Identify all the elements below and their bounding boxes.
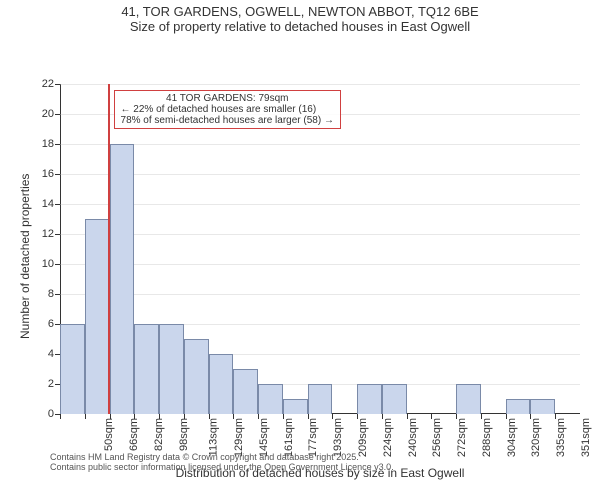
histogram-bar	[85, 219, 110, 414]
footer-line-1: Contains HM Land Registry data © Crown c…	[50, 452, 394, 462]
x-tick-mark	[555, 414, 556, 419]
histogram-bar	[60, 324, 85, 414]
x-tick-mark	[382, 414, 383, 419]
x-tick-label: 98sqm	[178, 418, 190, 451]
y-tick-mark	[55, 234, 60, 235]
x-tick-label: 335sqm	[555, 418, 567, 457]
y-tick-mark	[55, 264, 60, 265]
histogram-bar	[308, 384, 333, 414]
x-tick-mark	[60, 414, 61, 419]
histogram-bar	[209, 354, 234, 414]
title-line-1: 41, TOR GARDENS, OGWELL, NEWTON ABBOT, T…	[0, 4, 600, 19]
y-tick-mark	[55, 174, 60, 175]
histogram-bar	[456, 384, 481, 414]
histogram-bar	[382, 384, 407, 414]
x-tick-mark	[506, 414, 507, 419]
footer: Contains HM Land Registry data © Crown c…	[50, 452, 394, 472]
footer-line-2: Contains public sector information licen…	[50, 462, 394, 472]
annotation-line: ← 22% of detached houses are smaller (16…	[121, 104, 334, 115]
gridline	[60, 84, 580, 85]
property-marker-line	[108, 84, 110, 414]
y-tick-mark	[55, 144, 60, 145]
histogram-bar	[110, 144, 135, 414]
histogram-bar	[357, 384, 382, 414]
y-axis-label: Number of detached properties	[18, 174, 32, 339]
x-tick-mark	[481, 414, 482, 419]
x-tick-label: 66sqm	[128, 418, 140, 451]
x-tick-mark	[134, 414, 135, 419]
gridline	[60, 174, 580, 175]
x-tick-mark	[332, 414, 333, 419]
y-tick-mark	[55, 294, 60, 295]
x-tick-label: 113sqm	[208, 418, 220, 456]
gridline	[60, 294, 580, 295]
annotation-line: 78% of semi-detached houses are larger (…	[121, 115, 334, 126]
x-tick-label: 240sqm	[407, 418, 419, 457]
y-tick-mark	[55, 84, 60, 85]
histogram-bar	[258, 384, 283, 414]
histogram-bar	[233, 369, 258, 414]
x-tick-mark	[110, 414, 111, 419]
x-tick-mark	[308, 414, 309, 419]
x-tick-mark	[357, 414, 358, 419]
histogram-bar	[283, 399, 308, 414]
histogram-bar	[506, 399, 531, 414]
x-tick-label: 256sqm	[431, 418, 443, 457]
x-tick-mark	[431, 414, 432, 419]
x-tick-label: 50sqm	[103, 418, 115, 451]
gridline	[60, 234, 580, 235]
title-block: 41, TOR GARDENS, OGWELL, NEWTON ABBOT, T…	[0, 0, 600, 34]
y-tick-mark	[55, 204, 60, 205]
x-tick-mark	[283, 414, 284, 419]
histogram-bar	[159, 324, 184, 414]
annotation-box: 41 TOR GARDENS: 79sqm← 22% of detached h…	[114, 90, 341, 129]
x-tick-mark	[209, 414, 210, 419]
x-tick-mark	[159, 414, 160, 419]
title-line-2: Size of property relative to detached ho…	[0, 19, 600, 34]
y-tick-mark	[55, 114, 60, 115]
histogram-bar	[184, 339, 209, 414]
histogram-bar	[134, 324, 159, 414]
gridline	[60, 204, 580, 205]
x-tick-label: 351sqm	[580, 418, 592, 457]
x-tick-mark	[456, 414, 457, 419]
chart-area: 024681012141618202250sqm66sqm82sqm98sqm1…	[0, 34, 600, 484]
annotation-line: 41 TOR GARDENS: 79sqm	[121, 93, 334, 104]
gridline	[60, 144, 580, 145]
x-tick-mark	[258, 414, 259, 419]
x-tick-mark	[407, 414, 408, 419]
histogram-bar	[530, 399, 555, 414]
gridline	[60, 264, 580, 265]
x-tick-label: 320sqm	[530, 418, 542, 457]
x-tick-mark	[530, 414, 531, 419]
x-tick-label: 82sqm	[153, 418, 165, 451]
x-tick-mark	[233, 414, 234, 419]
x-tick-mark	[184, 414, 185, 419]
plot-region: 024681012141618202250sqm66sqm82sqm98sqm1…	[60, 84, 580, 414]
x-tick-label: 304sqm	[506, 418, 518, 457]
x-tick-mark	[85, 414, 86, 419]
x-tick-label: 288sqm	[481, 418, 493, 457]
x-tick-label: 272sqm	[456, 418, 468, 457]
